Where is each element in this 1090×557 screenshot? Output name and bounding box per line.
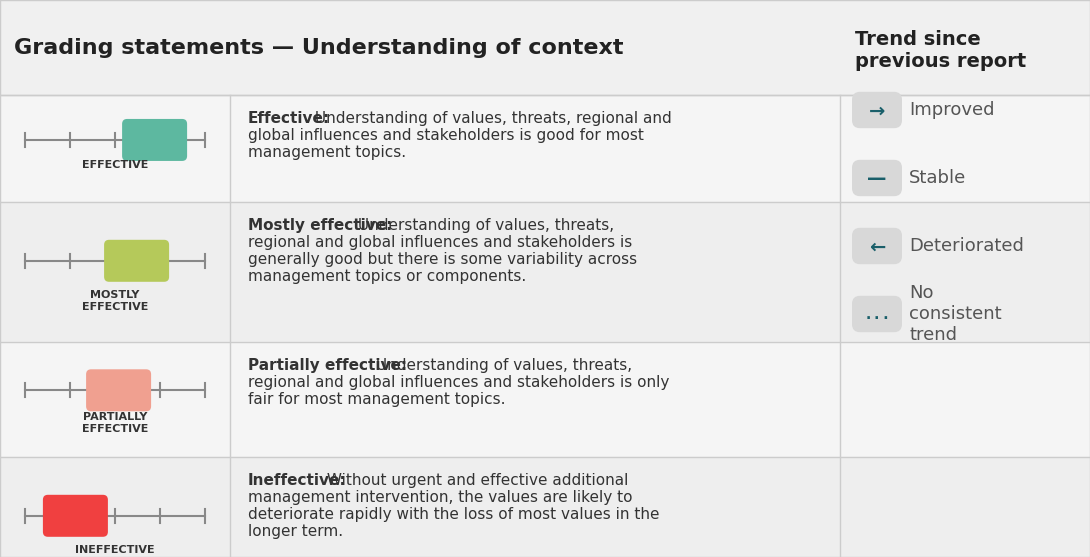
Text: MOSTLY: MOSTLY (90, 290, 140, 300)
Text: EFFECTIVE: EFFECTIVE (82, 302, 148, 312)
Text: Deteriorated: Deteriorated (909, 237, 1024, 255)
Text: Grading statements — Understanding of context: Grading statements — Understanding of co… (14, 38, 623, 58)
Bar (230, 95, 840, 202)
Text: PARTIALLY: PARTIALLY (83, 413, 147, 423)
Text: ←: ← (869, 237, 885, 256)
Text: INEFFECTIVE: INEFFECTIVE (75, 545, 155, 555)
Text: No
consistent
trend: No consistent trend (909, 284, 1002, 344)
Text: Improved: Improved (909, 101, 994, 119)
Text: management topics.: management topics. (249, 145, 407, 160)
Text: —: — (868, 169, 886, 188)
FancyBboxPatch shape (852, 92, 903, 128)
FancyBboxPatch shape (43, 495, 108, 537)
Text: Understanding of values, threats,: Understanding of values, threats, (371, 358, 632, 373)
Text: regional and global influences and stakeholders is only: regional and global influences and stake… (249, 375, 669, 390)
Text: Stable: Stable (909, 169, 966, 187)
Text: ...: ... (863, 307, 891, 323)
Text: deteriorate rapidly with the loss of most values in the: deteriorate rapidly with the loss of mos… (249, 507, 659, 522)
Text: fair for most management topics.: fair for most management topics. (249, 392, 506, 407)
FancyBboxPatch shape (122, 119, 187, 161)
Bar (230, 342, 840, 457)
Bar (840, 95, 1090, 202)
Text: management topics or components.: management topics or components. (249, 269, 526, 284)
Bar (840, 457, 1090, 557)
Text: Understanding of values, threats, regional and: Understanding of values, threats, region… (310, 111, 671, 126)
Bar (840, 342, 1090, 457)
Text: Partially effective:: Partially effective: (249, 358, 408, 373)
Bar (230, 202, 840, 342)
FancyBboxPatch shape (852, 228, 903, 264)
Bar (0, 457, 230, 557)
Text: generally good but there is some variability across: generally good but there is some variabi… (249, 252, 638, 267)
Bar (0, 342, 230, 457)
Bar (0, 202, 230, 342)
Bar (230, 457, 840, 557)
FancyBboxPatch shape (852, 296, 903, 332)
Text: →: → (869, 101, 885, 120)
Text: Without urgent and effective additional: Without urgent and effective additional (322, 473, 628, 488)
FancyBboxPatch shape (852, 160, 903, 196)
Text: EFFECTIVE: EFFECTIVE (82, 424, 148, 434)
Text: global influences and stakeholders is good for most: global influences and stakeholders is go… (249, 128, 644, 143)
Bar (0, 0, 1090, 95)
Text: Effective:: Effective: (249, 111, 330, 126)
Text: longer term.: longer term. (249, 524, 343, 539)
Bar (840, 202, 1090, 342)
Bar (0, 95, 230, 202)
Text: Understanding of values, threats,: Understanding of values, threats, (352, 218, 614, 233)
Text: EFFECTIVE: EFFECTIVE (82, 160, 148, 170)
Text: management intervention, the values are likely to: management intervention, the values are … (249, 490, 632, 505)
Text: Ineffective:: Ineffective: (249, 473, 347, 488)
Text: Mostly effective:: Mostly effective: (249, 218, 392, 233)
FancyBboxPatch shape (105, 240, 169, 282)
FancyBboxPatch shape (86, 369, 152, 411)
Text: Trend since
previous report: Trend since previous report (855, 30, 1027, 71)
Text: regional and global influences and stakeholders is: regional and global influences and stake… (249, 235, 632, 250)
